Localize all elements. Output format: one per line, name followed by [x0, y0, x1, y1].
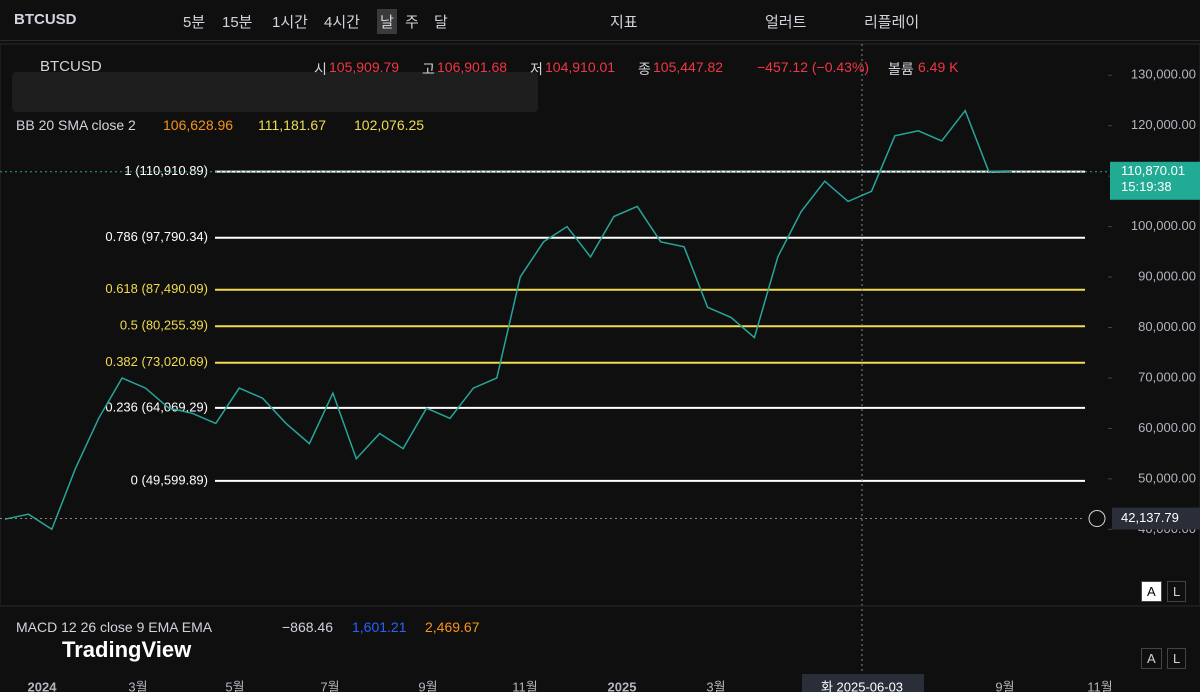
x-tick-label: 9월	[995, 679, 1014, 692]
y-tick-label: 120,000.00	[1131, 117, 1196, 132]
price-line	[4, 109, 1013, 531]
header-symbol: BTCUSD	[40, 58, 102, 75]
crosshair-price-box	[1112, 507, 1200, 530]
ohlc-value: 105,909.79	[329, 59, 400, 75]
watermark: TradingView	[62, 637, 192, 662]
interval-button[interactable]: 1시간	[272, 14, 308, 31]
x-tick-label: 11월	[1087, 679, 1112, 692]
interval-button[interactable]: 4시간	[324, 14, 360, 31]
symbol-search[interactable]: BTCUSD	[14, 11, 77, 28]
ohlc-value: 104,910.01	[545, 59, 616, 75]
y-tick-label: 130,000.00	[1131, 67, 1196, 82]
fib-label: 0.618 (87,490.09)	[105, 281, 208, 296]
ohlc-value: 106,901.68	[437, 59, 508, 75]
fib-label: 0.786 (97,790.34)	[105, 229, 208, 244]
volume: 6.49 K	[918, 59, 959, 75]
bb-value: 106,628.96	[163, 117, 234, 133]
ohlc-label: 고	[422, 61, 435, 77]
x-tick-label: 3월	[706, 679, 725, 692]
bb-value: 111,181.67	[258, 117, 326, 133]
x-tick-label: 11월	[512, 679, 537, 692]
last-price-time: 15:19:38	[1121, 179, 1172, 194]
interval-button[interactable]: 15분	[222, 14, 253, 31]
replay-button[interactable]: 리플레이	[864, 14, 920, 31]
ohlc-label: 시	[314, 61, 327, 77]
fib-label: 0.5 (80,255.39)	[120, 318, 208, 333]
fib-label: 0.236 (64,069.29)	[105, 399, 208, 414]
scale-button[interactable]: L	[1167, 581, 1187, 602]
crosshair-add	[1088, 510, 1106, 528]
x-tick-label: 2025	[608, 679, 637, 692]
scale-button[interactable]: A	[1141, 648, 1162, 669]
y-tick-label: 60,000.00	[1138, 420, 1196, 435]
change: −457.12 (−0.43%)	[757, 59, 870, 75]
alerts-button[interactable]: 얼러트	[765, 14, 807, 31]
scale-button[interactable]: L	[1167, 648, 1187, 669]
y-tick-label: 90,000.00	[1138, 269, 1196, 284]
x-tick-label: 2024	[28, 679, 58, 692]
ohlc-label: 종	[638, 61, 651, 77]
y-tick-label: 50,000.00	[1138, 470, 1196, 485]
x-tick-label: 9월	[418, 679, 437, 692]
fib-label: 1 (110,910.89)	[124, 163, 208, 178]
y-tick-label: 100,000.00	[1131, 218, 1196, 233]
macd-label: MACD 12 26 close 9 EMA EMA	[16, 619, 213, 635]
fib-label: 0 (49,599.89)	[131, 472, 208, 487]
interval-button[interactable]: 주	[405, 14, 419, 31]
crosshair-price-label: 42,137.79	[1121, 510, 1179, 525]
ohlc-value: 105,447.82	[653, 59, 724, 75]
x-tick-label: 3월	[128, 679, 147, 692]
last-price-label: 110,870.01	[1121, 163, 1185, 178]
scale-button[interactable]: A	[1141, 581, 1162, 602]
y-tick-label: 70,000.00	[1138, 369, 1196, 384]
bb-value: 102,076.25	[354, 117, 425, 133]
macd-value: 1,601.21	[352, 619, 407, 635]
toolbar: BTCUSD 지표 얼러트 리플레이	[0, 0, 1200, 41]
bb-label: BB 20 SMA close 2	[16, 117, 136, 133]
x-tick-label: 7월	[320, 679, 339, 692]
interval-button[interactable]: 달	[434, 14, 448, 31]
x-tick-label: 5월	[225, 679, 244, 692]
crosshair-date: 화 2025-06-03	[821, 679, 903, 692]
interval-button[interactable]: 날	[377, 9, 397, 34]
crosshair-date-box	[802, 674, 924, 692]
macd-value: 2,469.67	[425, 619, 480, 635]
drawing-toolbar[interactable]	[12, 72, 538, 112]
macd-value: −868.46	[282, 619, 333, 635]
volume-label: 볼륨	[888, 61, 914, 77]
last-price-box	[1110, 161, 1200, 200]
fib-label: 0.382 (73,020.69)	[105, 354, 208, 369]
indicators-button[interactable]: 지표	[610, 14, 638, 31]
ohlc-label: 저	[530, 61, 543, 77]
y-tick-label: 80,000.00	[1138, 319, 1196, 334]
interval-button[interactable]: 5분	[183, 14, 206, 31]
